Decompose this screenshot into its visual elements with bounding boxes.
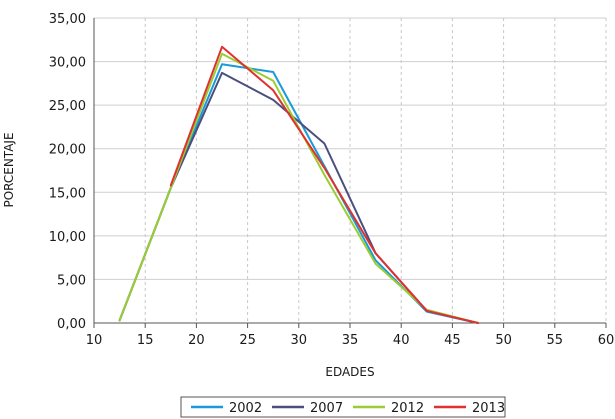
x-tick-label: 10 [86, 333, 103, 348]
series-group [118, 45, 479, 324]
x-tick-label: 20 [188, 333, 205, 348]
x-tick-label: 40 [393, 333, 410, 348]
y-tick-labels: 0,00 5,00 10,00 15,00 20,00 25,00 30,00 35,00 [49, 12, 86, 332]
series-line-2013 [169, 45, 479, 324]
y-tick-label: 0,00 [57, 317, 86, 332]
x-tick-label: 45 [444, 333, 461, 348]
y-tick-label: 35,00 [49, 12, 86, 27]
y-tick-label: 15,00 [49, 186, 86, 201]
legend-label-2013: 2013 [472, 401, 505, 416]
x-tick-label: 25 [239, 333, 256, 348]
legend-label-2007: 2007 [310, 401, 343, 416]
y-tick-label: 20,00 [49, 143, 86, 158]
legend-label-2012: 2012 [391, 401, 424, 416]
y-tick-label: 30,00 [49, 56, 86, 71]
x-tick-label: 55 [547, 333, 564, 348]
x-tick-label: 60 [598, 333, 615, 348]
y-axis-title: PORCENTAJE [2, 132, 16, 207]
x-tick-label: 15 [137, 333, 154, 348]
grid [94, 17, 607, 323]
y-tick-label: 25,00 [49, 99, 86, 114]
legend-label-2002: 2002 [229, 401, 262, 416]
x-tick-label: 30 [291, 333, 308, 348]
x-tick-labels: 10 15 20 25 30 35 40 45 50 55 60 [86, 333, 615, 348]
legend-box [180, 396, 506, 418]
x-axis-title: EDADES [325, 365, 374, 379]
legend: 2002 2007 2012 2013 [180, 396, 506, 418]
y-tick-label: 5,00 [57, 273, 86, 288]
y-tick-label: 10,00 [49, 230, 86, 245]
x-tick-label: 50 [495, 333, 512, 348]
axes [93, 18, 607, 328]
x-tick-label: 35 [342, 333, 359, 348]
